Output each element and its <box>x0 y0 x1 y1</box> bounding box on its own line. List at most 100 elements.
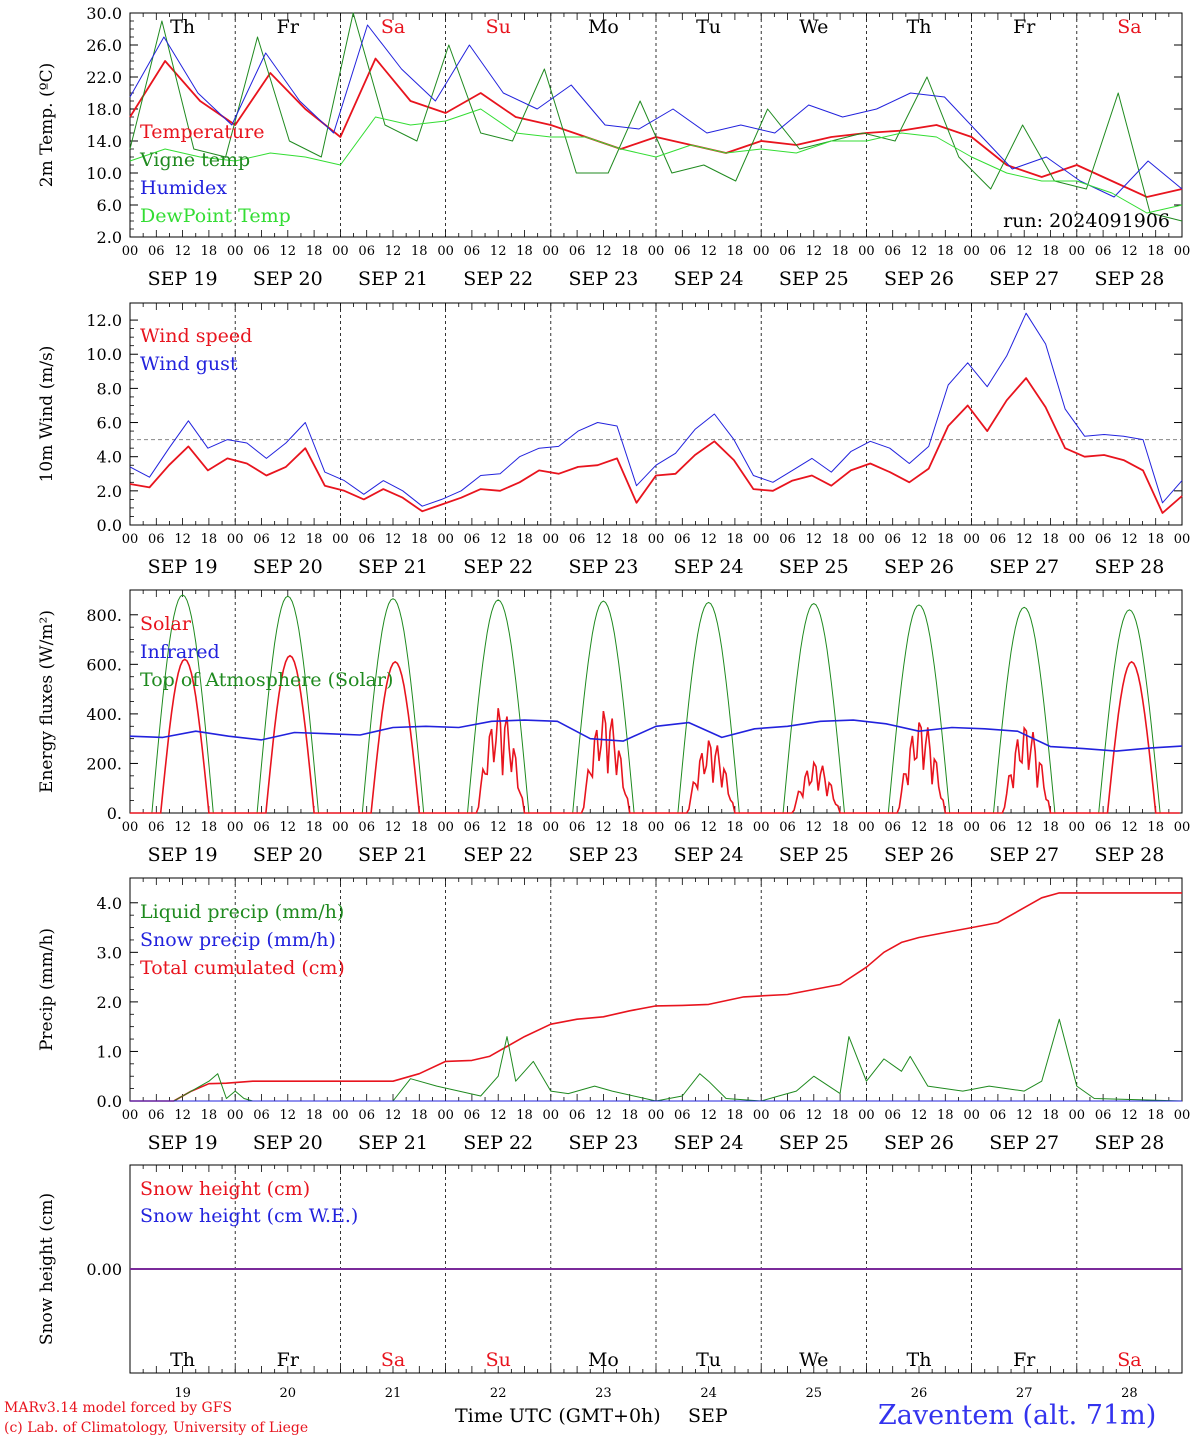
hour-label: 12 <box>1016 820 1033 835</box>
y-tick-label: 6.0 <box>97 196 122 215</box>
hour-label: 18 <box>937 1108 954 1123</box>
date-label: SEP 24 <box>674 556 744 578</box>
date-label: SEP 20 <box>253 268 323 290</box>
day-number: 25 <box>806 1386 823 1401</box>
hour-label: 06 <box>884 532 901 547</box>
day-name: Sa <box>1117 1349 1141 1371</box>
hour-label: 18 <box>621 244 638 259</box>
copyright-credit: (c) Lab. of Climatology, University of L… <box>4 1420 309 1436</box>
hour-label: 12 <box>385 1108 402 1123</box>
hour-label: 12 <box>280 1108 297 1123</box>
y-tick-label: 0.0 <box>97 1092 122 1111</box>
hour-label: 06 <box>358 244 375 259</box>
hour-label: 06 <box>464 244 481 259</box>
hour-label: 06 <box>674 244 691 259</box>
date-label: SEP 26 <box>884 556 954 578</box>
y-tick-label: 10.0 <box>86 345 122 364</box>
hour-label: 18 <box>516 1108 533 1123</box>
date-label: SEP 26 <box>884 268 954 290</box>
hour-label: 12 <box>490 1108 507 1123</box>
legend-entry: Total cumulated (cm) <box>140 957 345 979</box>
series-line-humidex <box>129 24 1183 198</box>
day-name: Th <box>170 1349 195 1371</box>
hour-label: 12 <box>700 532 717 547</box>
hour-label: 06 <box>1095 532 1112 547</box>
day-name: We <box>799 16 828 38</box>
hour-label: 18 <box>411 820 428 835</box>
series-line-dewpoint-temp <box>129 108 1183 214</box>
hour-label: 18 <box>516 820 533 835</box>
hour-label: 06 <box>148 244 165 259</box>
hour-label: 00 <box>227 820 244 835</box>
hour-label: 12 <box>806 820 823 835</box>
hour-label: 06 <box>1095 820 1112 835</box>
y-tick-label: 22.0 <box>86 68 122 87</box>
hour-label: 18 <box>411 244 428 259</box>
day-number: 22 <box>490 1386 507 1401</box>
date-label: SEP 25 <box>779 1132 849 1154</box>
hour-label: 18 <box>1042 244 1059 259</box>
date-label: SEP 20 <box>253 844 323 866</box>
hour-label: 12 <box>700 1108 717 1123</box>
day-name: Sa <box>381 1349 405 1371</box>
hour-label: 00 <box>648 532 665 547</box>
hour-label: 06 <box>148 820 165 835</box>
series-line-wind-speed <box>129 377 1183 514</box>
hour-label: 12 <box>174 820 191 835</box>
hour-label: 12 <box>1016 532 1033 547</box>
month-label: SEP <box>688 1405 728 1427</box>
day-name: Fr <box>277 1349 300 1371</box>
day-name: Th <box>170 16 195 38</box>
hour-label: 18 <box>727 1108 744 1123</box>
hour-label: 12 <box>595 244 612 259</box>
hour-label: 18 <box>727 532 744 547</box>
hour-label: 12 <box>1121 244 1138 259</box>
hour-label: 00 <box>648 820 665 835</box>
hour-label: 06 <box>884 244 901 259</box>
hour-label: 12 <box>280 532 297 547</box>
hour-label: 06 <box>253 244 270 259</box>
hour-label: 00 <box>648 244 665 259</box>
y-tick-label: 12.0 <box>86 311 122 330</box>
hour-label: 00 <box>543 820 560 835</box>
date-label: SEP 22 <box>463 556 533 578</box>
day-name: Fr <box>1013 16 1036 38</box>
hour-label: 00 <box>437 1108 454 1123</box>
hour-label: 06 <box>1095 1108 1112 1123</box>
hour-label: 06 <box>779 820 796 835</box>
hour-label: 12 <box>1016 244 1033 259</box>
hour-label: 00 <box>648 1108 665 1123</box>
date-label: SEP 23 <box>568 268 638 290</box>
hour-label: 06 <box>253 820 270 835</box>
y-tick-label: 200. <box>86 754 122 773</box>
hour-label: 18 <box>516 532 533 547</box>
day-name: Tu <box>696 16 721 38</box>
date-label: SEP 28 <box>1094 268 1164 290</box>
hour-label: 00 <box>963 1108 980 1123</box>
hour-label: 00 <box>122 244 139 259</box>
hour-label: 18 <box>411 532 428 547</box>
date-label: SEP 26 <box>884 1132 954 1154</box>
hour-label: 00 <box>1069 244 1086 259</box>
hour-label: 06 <box>990 1108 1007 1123</box>
hour-label: 12 <box>806 244 823 259</box>
legend-entry: Snow precip (mm/h) <box>140 929 336 951</box>
hour-label: 00 <box>332 1108 349 1123</box>
hour-label: 00 <box>1174 532 1191 547</box>
hour-label: 06 <box>569 820 586 835</box>
hour-label: 12 <box>385 820 402 835</box>
legend-entry: Infrared <box>140 641 220 663</box>
hour-label: 00 <box>122 532 139 547</box>
hour-label: 06 <box>253 1108 270 1123</box>
hour-label: 00 <box>437 244 454 259</box>
hour-label: 06 <box>884 820 901 835</box>
date-label: SEP 21 <box>358 556 428 578</box>
date-label: SEP 21 <box>358 268 428 290</box>
date-label: SEP 27 <box>989 844 1059 866</box>
day-number: 21 <box>385 1386 402 1401</box>
hour-label: 12 <box>700 244 717 259</box>
hour-label: 00 <box>122 820 139 835</box>
day-number: 23 <box>595 1386 612 1401</box>
hour-label: 18 <box>1042 1108 1059 1123</box>
hour-label: 00 <box>543 532 560 547</box>
